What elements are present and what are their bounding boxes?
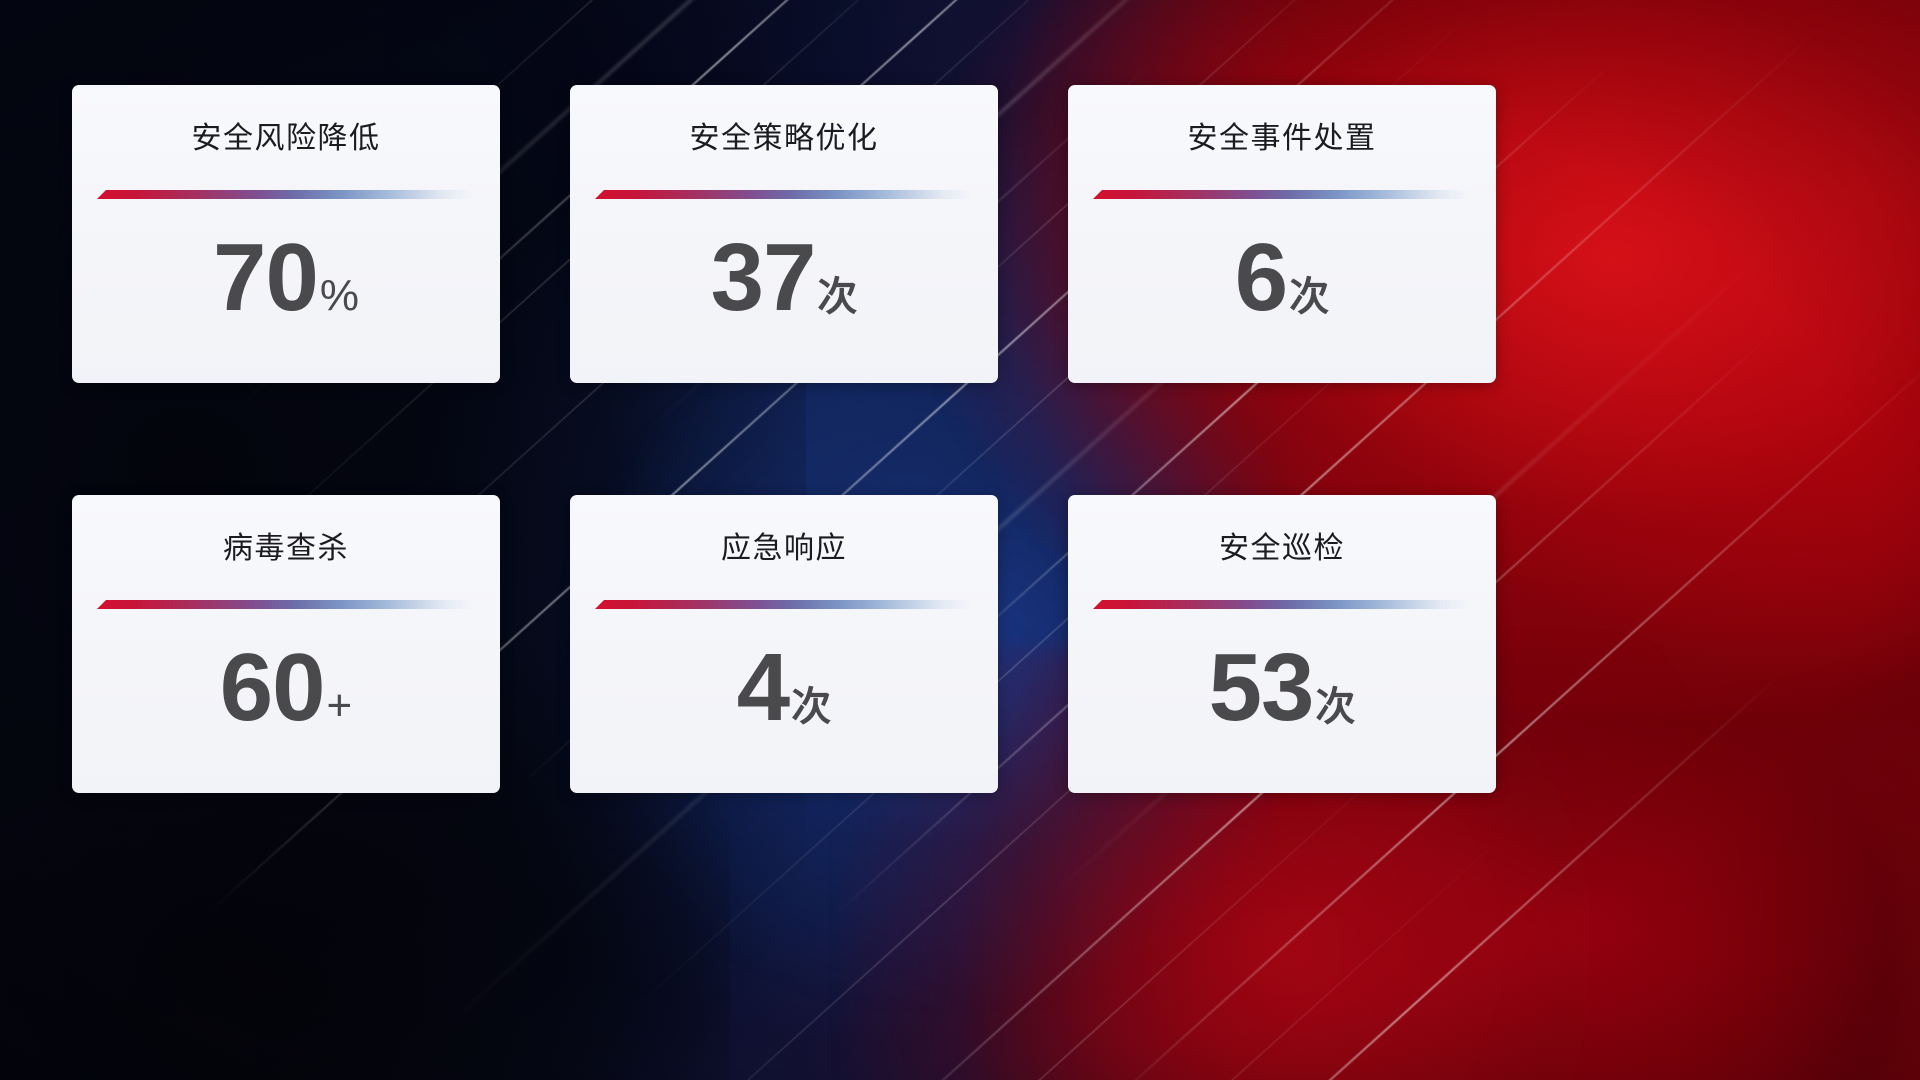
stat-card-value-row: 53 次 (1208, 634, 1356, 741)
stat-card-unit: 次 (1289, 275, 1330, 319)
stat-card-divider (1093, 190, 1471, 199)
stat-card[interactable]: 安全策略优化 37 次 (570, 85, 998, 383)
stat-card-value-row: 60 + (219, 634, 353, 741)
divider-gradient-bar (97, 600, 475, 609)
stat-card-divider (97, 600, 475, 609)
stat-card-value: 4 (736, 634, 790, 741)
divider-gradient-bar (595, 190, 973, 199)
stat-card-value: 60 (219, 634, 326, 741)
stat-card-title: 安全巡检 (1219, 532, 1345, 565)
stat-card-unit: + (326, 681, 353, 730)
divider-gradient-bar (1093, 600, 1471, 609)
stat-card[interactable]: 病毒查杀 60 + (72, 495, 500, 793)
stat-card[interactable]: 安全风险降低 70% (72, 85, 500, 383)
stat-card-title: 安全事件处置 (1187, 122, 1377, 155)
stat-card-unit: 次 (791, 685, 832, 729)
stat-card-title: 安全策略优化 (689, 122, 879, 155)
stats-card-grid: 安全风险降低 70% 安全策略优化 37 次安全事件处置 6 次病毒查杀 60 + 应急响应 4 次安… (72, 85, 1497, 795)
stat-card-divider (595, 190, 973, 199)
stat-card-value: 70 (213, 224, 319, 331)
stat-card-title: 安全风险降低 (191, 122, 381, 155)
stat-card-divider (1093, 600, 1471, 609)
divider-gradient-bar (97, 190, 475, 199)
stat-card-title: 应急响应 (721, 532, 847, 565)
divider-gradient-bar (1093, 190, 1471, 199)
stat-card-unit: 次 (817, 275, 858, 319)
stat-card-title: 病毒查杀 (223, 532, 349, 565)
stat-card-value-row: 37 次 (710, 224, 858, 331)
stat-card-value: 37 (710, 224, 817, 331)
stat-card[interactable]: 应急响应 4 次 (570, 495, 998, 793)
stat-card[interactable]: 安全巡检 53 次 (1068, 495, 1496, 793)
stat-card-value: 6 (1234, 224, 1288, 331)
stat-card-divider (97, 190, 475, 199)
stat-card-unit: 次 (1315, 685, 1356, 729)
stat-card-unit: % (319, 271, 359, 320)
stat-card[interactable]: 安全事件处置 6 次 (1068, 85, 1496, 383)
divider-gradient-bar (595, 600, 973, 609)
stat-card-divider (595, 600, 973, 609)
stat-card-value: 53 (1208, 634, 1315, 741)
stat-card-value-row: 70% (213, 224, 359, 331)
